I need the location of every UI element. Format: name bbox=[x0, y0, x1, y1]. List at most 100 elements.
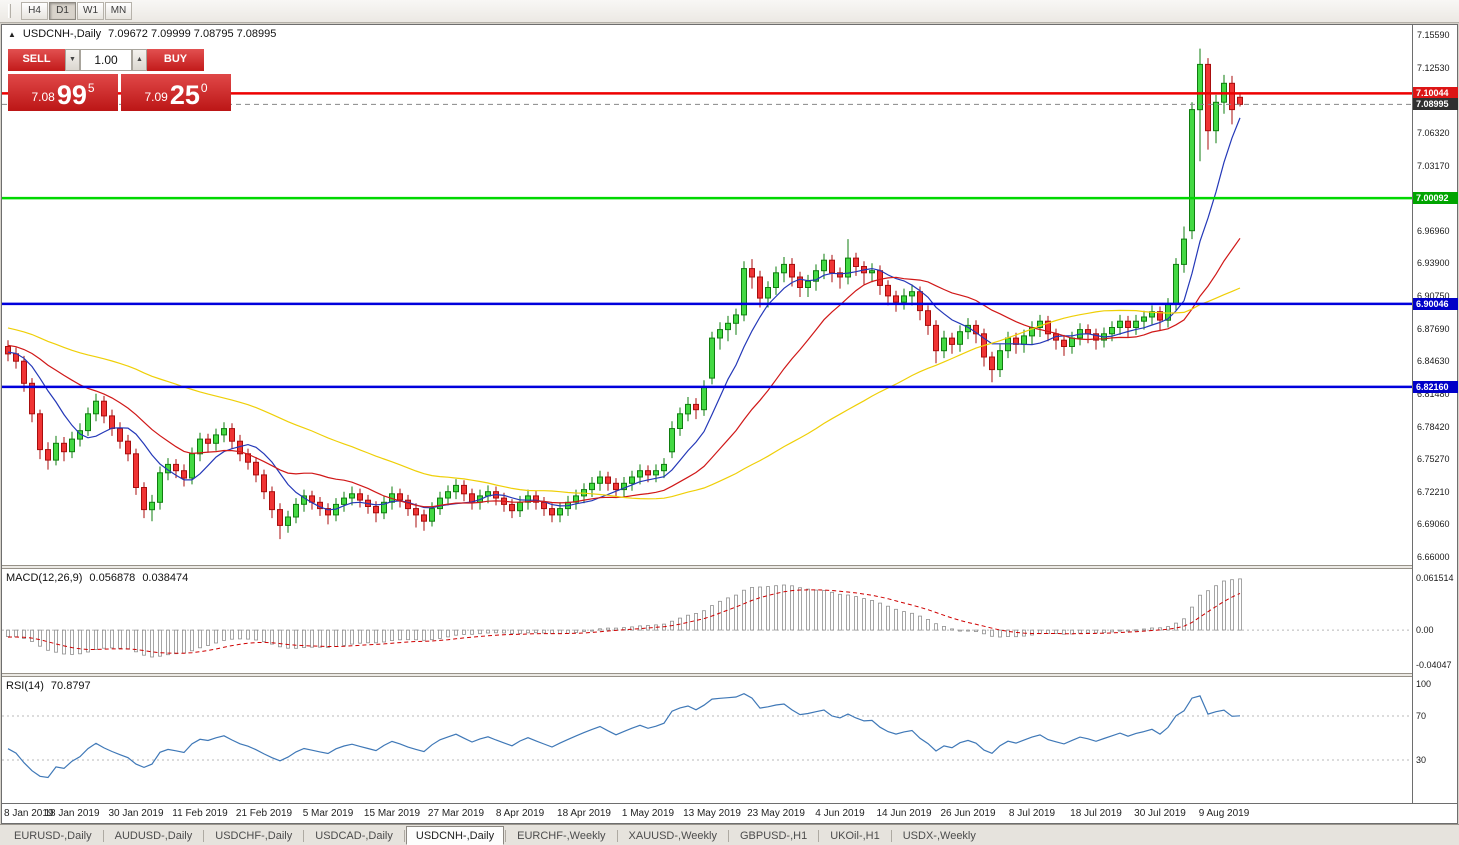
price-scale-label: 6.96960 bbox=[1417, 225, 1450, 236]
price-chart-canvas[interactable] bbox=[2, 25, 1412, 565]
chart-tab-usdx-weekly[interactable]: USDX-,Weekly bbox=[902, 830, 976, 842]
date-axis-label: 15 Mar 2019 bbox=[363, 808, 421, 819]
tab-separator bbox=[102, 830, 104, 842]
tab-separator bbox=[818, 830, 820, 842]
price-scale-label: 6.90750 bbox=[1417, 291, 1450, 301]
price-level-badge: 7.10044 bbox=[1413, 87, 1458, 100]
chart-tab-gbpusd-h1[interactable]: GBPUSD-,H1 bbox=[739, 830, 808, 842]
date-axis-label: 18 Jul 2019 bbox=[1070, 808, 1122, 819]
price-scale-label: 6.93900 bbox=[1417, 258, 1450, 269]
tab-separator bbox=[203, 830, 205, 842]
price-scale-label: 6.78420 bbox=[1417, 421, 1450, 432]
rsi-line bbox=[7, 693, 1241, 779]
macd-signal-line bbox=[7, 589, 1241, 654]
date-axis-label: 30 Jan 2019 bbox=[108, 808, 164, 819]
chart-ohlc-values: 7.09672 7.09999 7.08795 7.08995 bbox=[108, 28, 277, 40]
price-scale[interactable]: 7.155907.125307.094807.063207.031707.000… bbox=[1412, 25, 1458, 803]
period-button-h4[interactable]: H4 bbox=[21, 2, 48, 20]
chart-tab-usdcad-daily[interactable]: USDCAD-,Daily bbox=[315, 830, 393, 842]
macd-pane-canvas[interactable] bbox=[2, 569, 1412, 673]
price-level-badge: 7.00092 bbox=[1413, 192, 1458, 205]
rsi-indicator-header: RSI(14) 70.8797 bbox=[6, 680, 91, 692]
chart-tab-bar: EURUSD-,Daily AUDUSD-,Daily USDCHF-,Daily U… bbox=[0, 824, 1459, 845]
chart-tab-eurchf-weekly[interactable]: EURCHF-,Weekly bbox=[517, 830, 606, 842]
bid-price-point: 5 bbox=[87, 81, 95, 95]
chart-tab-audusd-daily[interactable]: AUDUSD-,Daily bbox=[114, 830, 193, 842]
bid-price-prefix: 7.08 bbox=[31, 90, 55, 104]
macd-signal-value: 0.038474 bbox=[142, 572, 189, 584]
rsi-axis-30-label: 30 bbox=[1416, 755, 1427, 765]
chart-tab-eurusd-daily[interactable]: EURUSD-,Daily bbox=[14, 830, 92, 842]
date-axis-label: 5 Mar 2019 bbox=[302, 808, 354, 819]
price-scale-label: 7.03170 bbox=[1417, 160, 1450, 171]
macd-indicator-header: MACD(12,26,9) 0.056878 0.038474 bbox=[6, 572, 188, 584]
bid-price-pips: 99 bbox=[56, 80, 87, 110]
chart-symbol-title: USDCNH-,Daily bbox=[22, 28, 102, 40]
price-scale-label: 7.06320 bbox=[1417, 127, 1450, 138]
date-axis-label: 4 Jun 2019 bbox=[815, 808, 865, 819]
date-axis-label: 8 Jan 2019 bbox=[4, 808, 54, 819]
pane-splitter-macd[interactable] bbox=[2, 565, 1457, 569]
date-axis-label: 13 May 2019 bbox=[683, 808, 741, 819]
date-axis[interactable]: 8 Jan 2019 18 Jan 2019 30 Jan 2019 11 Feb 2… bbox=[2, 803, 1457, 823]
price-scale-label: 6.69060 bbox=[1417, 519, 1450, 530]
rsi-axis-70-label: 70 bbox=[1416, 711, 1427, 721]
price-scale-label: 6.75270 bbox=[1417, 454, 1450, 465]
ask-price-display[interactable]: 7.09 25 0 bbox=[121, 74, 231, 111]
price-scale-label: 6.72210 bbox=[1417, 486, 1450, 497]
date-axis-label: 8 Apr 2019 bbox=[495, 808, 545, 819]
date-axis-label: 26 Jun 2019 bbox=[940, 808, 996, 819]
price-level-badge: 6.90046 bbox=[1413, 297, 1458, 310]
rsi-axis-100-label: 100 bbox=[1416, 679, 1432, 689]
macd-axis-max-label: 0.061514 bbox=[1416, 573, 1454, 583]
volume-increase-button[interactable]: ▲ bbox=[132, 49, 147, 71]
chart-title-bar: ▲ USDCNH-,Daily 7.09672 7.09999 7.08795 … bbox=[8, 28, 276, 40]
chart-tab-xauusd-weekly[interactable]: XAUUSD-,Weekly bbox=[628, 830, 717, 842]
date-axis-label: 11 Feb 2019 bbox=[172, 808, 228, 819]
collapse-trade-panel-icon[interactable]: ▲ bbox=[8, 29, 16, 39]
period-button-w1[interactable]: W1 bbox=[77, 2, 104, 20]
macd-main-value: 0.056878 bbox=[89, 572, 136, 584]
date-axis-label: 18 Jan 2019 bbox=[44, 808, 100, 819]
period-button-d1[interactable]: D1 bbox=[49, 2, 76, 20]
chart-window: ▲ USDCNH-,Daily 7.09672 7.09999 7.08795 … bbox=[1, 24, 1458, 824]
tab-separator bbox=[890, 830, 892, 842]
price-scale-label: 7.12530 bbox=[1417, 62, 1450, 73]
date-axis-label: 23 May 2019 bbox=[747, 808, 805, 819]
ask-price-point: 0 bbox=[200, 81, 208, 95]
price-scale-label: 6.84630 bbox=[1417, 356, 1450, 367]
price-scale-label: 6.81480 bbox=[1417, 388, 1450, 399]
macd-axis-min-label: -0.04047 bbox=[1416, 660, 1452, 670]
buy-button[interactable]: BUY bbox=[147, 49, 204, 71]
chart-tab-usdcnh-daily[interactable]: USDCNH-,Daily bbox=[405, 826, 505, 845]
pane-splitter-rsi[interactable] bbox=[2, 673, 1457, 677]
tab-separator bbox=[505, 830, 507, 842]
date-axis-label: 21 Feb 2019 bbox=[235, 808, 293, 819]
macd-indicator-label: MACD(12,26,9) bbox=[6, 572, 83, 584]
date-axis-label: 1 May 2019 bbox=[621, 808, 675, 819]
rsi-pane-canvas[interactable] bbox=[2, 677, 1412, 803]
volume-decrease-button[interactable]: ▼ bbox=[65, 49, 80, 71]
macd-axis-zero-label: 0.00 bbox=[1416, 625, 1434, 635]
price-scale-label: 6.87690 bbox=[1417, 323, 1450, 334]
tab-separator bbox=[616, 830, 618, 842]
price-scale-label: 7.15590 bbox=[1417, 30, 1450, 40]
date-axis-label: 14 Jun 2019 bbox=[876, 808, 932, 819]
volume-input[interactable] bbox=[80, 49, 132, 71]
chart-tab-ukoil-h1[interactable]: UKOil-,H1 bbox=[830, 830, 880, 842]
period-buttons-group: H4 D1 W1 MN bbox=[21, 2, 133, 20]
rsi-value: 70.8797 bbox=[50, 680, 91, 692]
ask-price-prefix: 7.09 bbox=[144, 90, 168, 104]
date-axis-label: 30 Jul 2019 bbox=[1134, 808, 1186, 819]
tab-separator bbox=[403, 830, 405, 842]
period-button-mn[interactable]: MN bbox=[105, 2, 132, 20]
tab-separator bbox=[727, 830, 729, 842]
fast-ma-line bbox=[7, 117, 1241, 511]
toolbar-grip[interactable] bbox=[8, 4, 11, 18]
date-axis-label: 9 Aug 2019 bbox=[1198, 808, 1250, 819]
bid-price-display[interactable]: 7.08 99 5 bbox=[8, 74, 118, 111]
price-level-badge: 7.08995 bbox=[1413, 98, 1458, 111]
chart-tab-usdchf-daily[interactable]: USDCHF-,Daily bbox=[215, 830, 293, 842]
sell-button[interactable]: SELL bbox=[8, 49, 65, 71]
price-level-badge: 6.82160 bbox=[1413, 380, 1458, 393]
